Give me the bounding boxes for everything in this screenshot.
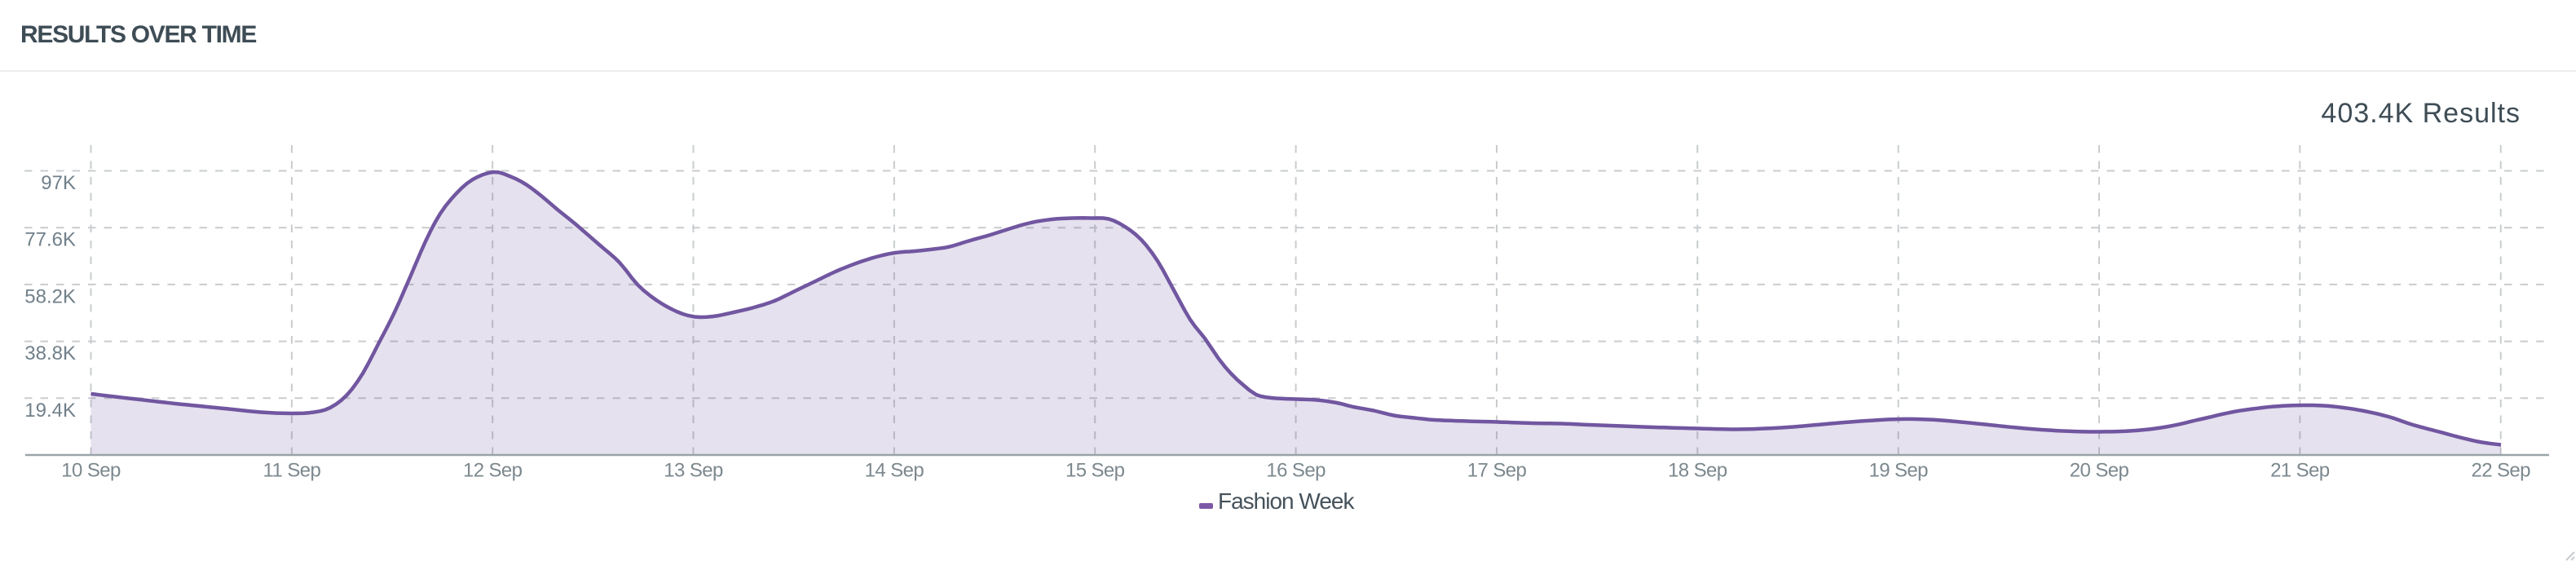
svg-text:14 Sep: 14 Sep — [865, 460, 924, 482]
svg-text:77.6K: 77.6K — [24, 229, 76, 251]
svg-text:17 Sep: 17 Sep — [1467, 460, 1527, 482]
svg-text:22 Sep: 22 Sep — [2471, 460, 2530, 482]
svg-text:16 Sep: 16 Sep — [1266, 460, 1325, 482]
svg-text:19 Sep: 19 Sep — [1868, 460, 1928, 482]
svg-text:11 Sep: 11 Sep — [263, 460, 321, 482]
svg-text:10 Sep: 10 Sep — [61, 460, 121, 482]
svg-text:13 Sep: 13 Sep — [664, 460, 723, 482]
svg-text:12 Sep: 12 Sep — [463, 460, 523, 482]
svg-text:20 Sep: 20 Sep — [2070, 460, 2129, 482]
svg-text:18 Sep: 18 Sep — [1668, 460, 1727, 482]
svg-text:97K: 97K — [41, 172, 76, 194]
svg-text:15 Sep: 15 Sep — [1065, 460, 1125, 482]
svg-text:58.2K: 58.2K — [24, 285, 76, 307]
svg-text:19.4K: 19.4K — [24, 400, 76, 422]
svg-text:38.8K: 38.8K — [24, 342, 76, 364]
svg-text:21 Sep: 21 Sep — [2270, 460, 2330, 482]
